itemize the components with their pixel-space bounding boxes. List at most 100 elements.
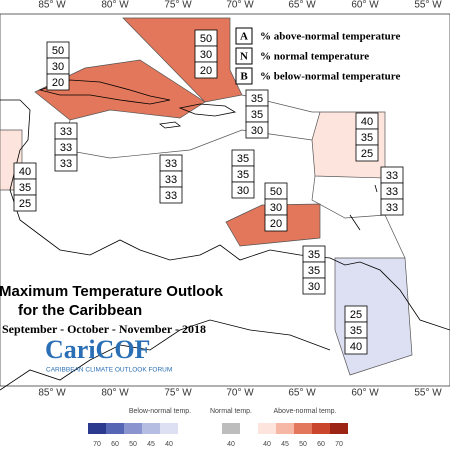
colorbar-swatch [312,423,330,434]
colorbar-swatch [88,423,106,434]
probability-value: 35 [237,169,249,181]
probability-value: 30 [251,125,263,137]
colorbar-swatch [330,423,348,434]
probability-value: 20 [52,77,64,89]
longitude-label: 80° W [101,0,129,11]
longitude-label: 85° W [38,0,66,11]
probability-value: 35 [19,182,31,194]
logo-tagline: CARIBBEAN CLIMATE OUTLOOK FORUM [46,367,172,374]
probability-value: 33 [386,202,398,214]
colorbar-tick: 40 [165,441,173,448]
probability-value: 33 [165,190,177,202]
probability-value: 40 [350,341,362,353]
probability-value: 33 [60,158,72,170]
boundary [311,175,406,259]
probability-boxes: 50 30 20 50 30 20 33 33 33 35 35 30 40 35 25 33 33 33 35 35… [13,29,404,355]
probability-value: 30 [270,202,282,214]
probability-cell [46,73,70,91]
longitude-label: 85° W [38,388,66,399]
region-cuba [34,59,206,121]
probability-value: 33 [60,142,72,154]
probability-value: 25 [19,198,31,210]
legend-key [235,67,253,85]
probability-value: 20 [270,218,282,230]
probability-value: 50 [270,186,282,198]
longitude-label: 70° W [226,388,254,399]
legend-key [235,47,253,65]
colorbar-tick: 50 [129,441,137,448]
probability-value: 33 [386,186,398,198]
colorbar-tick: 60 [317,441,325,448]
legend-letter: N [240,51,248,63]
probability-cell [54,154,78,172]
longitude-label: 60° W [351,388,379,399]
probability-value: 30 [200,49,212,61]
probability-value: 35 [361,132,373,144]
longitude-label: 55° W [414,0,442,11]
probability-value: 50 [52,45,64,57]
longitude-label: 75° W [164,388,192,399]
title: Maximum Temperature Outlook [0,283,224,300]
colorbar-swatch [258,423,276,434]
probability-value: 30 [52,61,64,73]
colorbar-swatch [142,423,160,434]
colorbar-swatch [106,423,124,434]
probability-value: 35 [251,93,263,105]
colorbar-swatch [222,423,240,434]
colorbar-label: Above-normal temp. [273,408,336,415]
legend-text: % above-normal temperature [260,31,400,43]
legend-letter: A [240,31,248,43]
probability-cell [231,181,255,199]
probability-cell [13,194,37,212]
probability-value: 35 [350,325,362,337]
probability-value: 35 [308,265,320,277]
colorbar-tick: 60 [111,441,119,448]
colorbar-tick: 45 [147,441,155,448]
probability-cell [344,337,368,355]
probability-cell [159,186,183,204]
probability-value: 50 [200,33,212,45]
probability-value: 40 [361,116,373,128]
colorbar-tick: 45 [281,441,289,448]
probability-cell [302,277,326,295]
season: September - October - November - 2018 [2,322,206,336]
probability-value: 25 [361,148,373,160]
longitude-label: 75° W [164,0,192,11]
probability-cell [355,144,379,162]
colorbar-label: Normal temp. [210,408,252,415]
probability-value: 40 [19,166,31,178]
longitude-label: 65° W [288,0,316,11]
probability-value: 33 [165,174,177,186]
probability-value: 33 [165,158,177,170]
colorbar-tick: 40 [263,441,271,448]
legend: A % above-normal temperature N % normal tem… [235,27,400,85]
probability-value: 30 [237,185,249,197]
logo: CariCOF [45,335,150,364]
probability-value: 33 [60,126,72,138]
probability-value: 35 [251,109,263,121]
colorbar-tick: 40 [227,441,235,448]
longitude-label: 55° W [414,388,442,399]
probability-cell [380,198,404,216]
probability-cell [245,121,269,139]
colorbar-swatch [124,423,142,434]
probability-value: 33 [386,170,398,182]
longitude-label: 80° W [101,388,129,399]
longitude-label: 65° W [288,388,316,399]
longitude-label: 60° W [351,0,379,11]
legend-letter: B [240,71,248,83]
title: for the Caribbean [18,302,142,319]
probability-cell [194,61,218,79]
colorbar-tick: 70 [93,441,101,448]
colorbar-tick: 50 [299,441,307,448]
colorbar-label: Below-normal temp. [129,408,191,415]
colorbar-swatch [294,423,312,434]
probability-cell [264,214,288,232]
probability-value: 30 [308,281,320,293]
legend-text: % normal temperature [260,51,369,63]
colorbar-tick: 70 [335,441,343,448]
probability-value: 35 [237,153,249,165]
probability-value: 20 [200,65,212,77]
probability-value: 25 [350,309,362,321]
